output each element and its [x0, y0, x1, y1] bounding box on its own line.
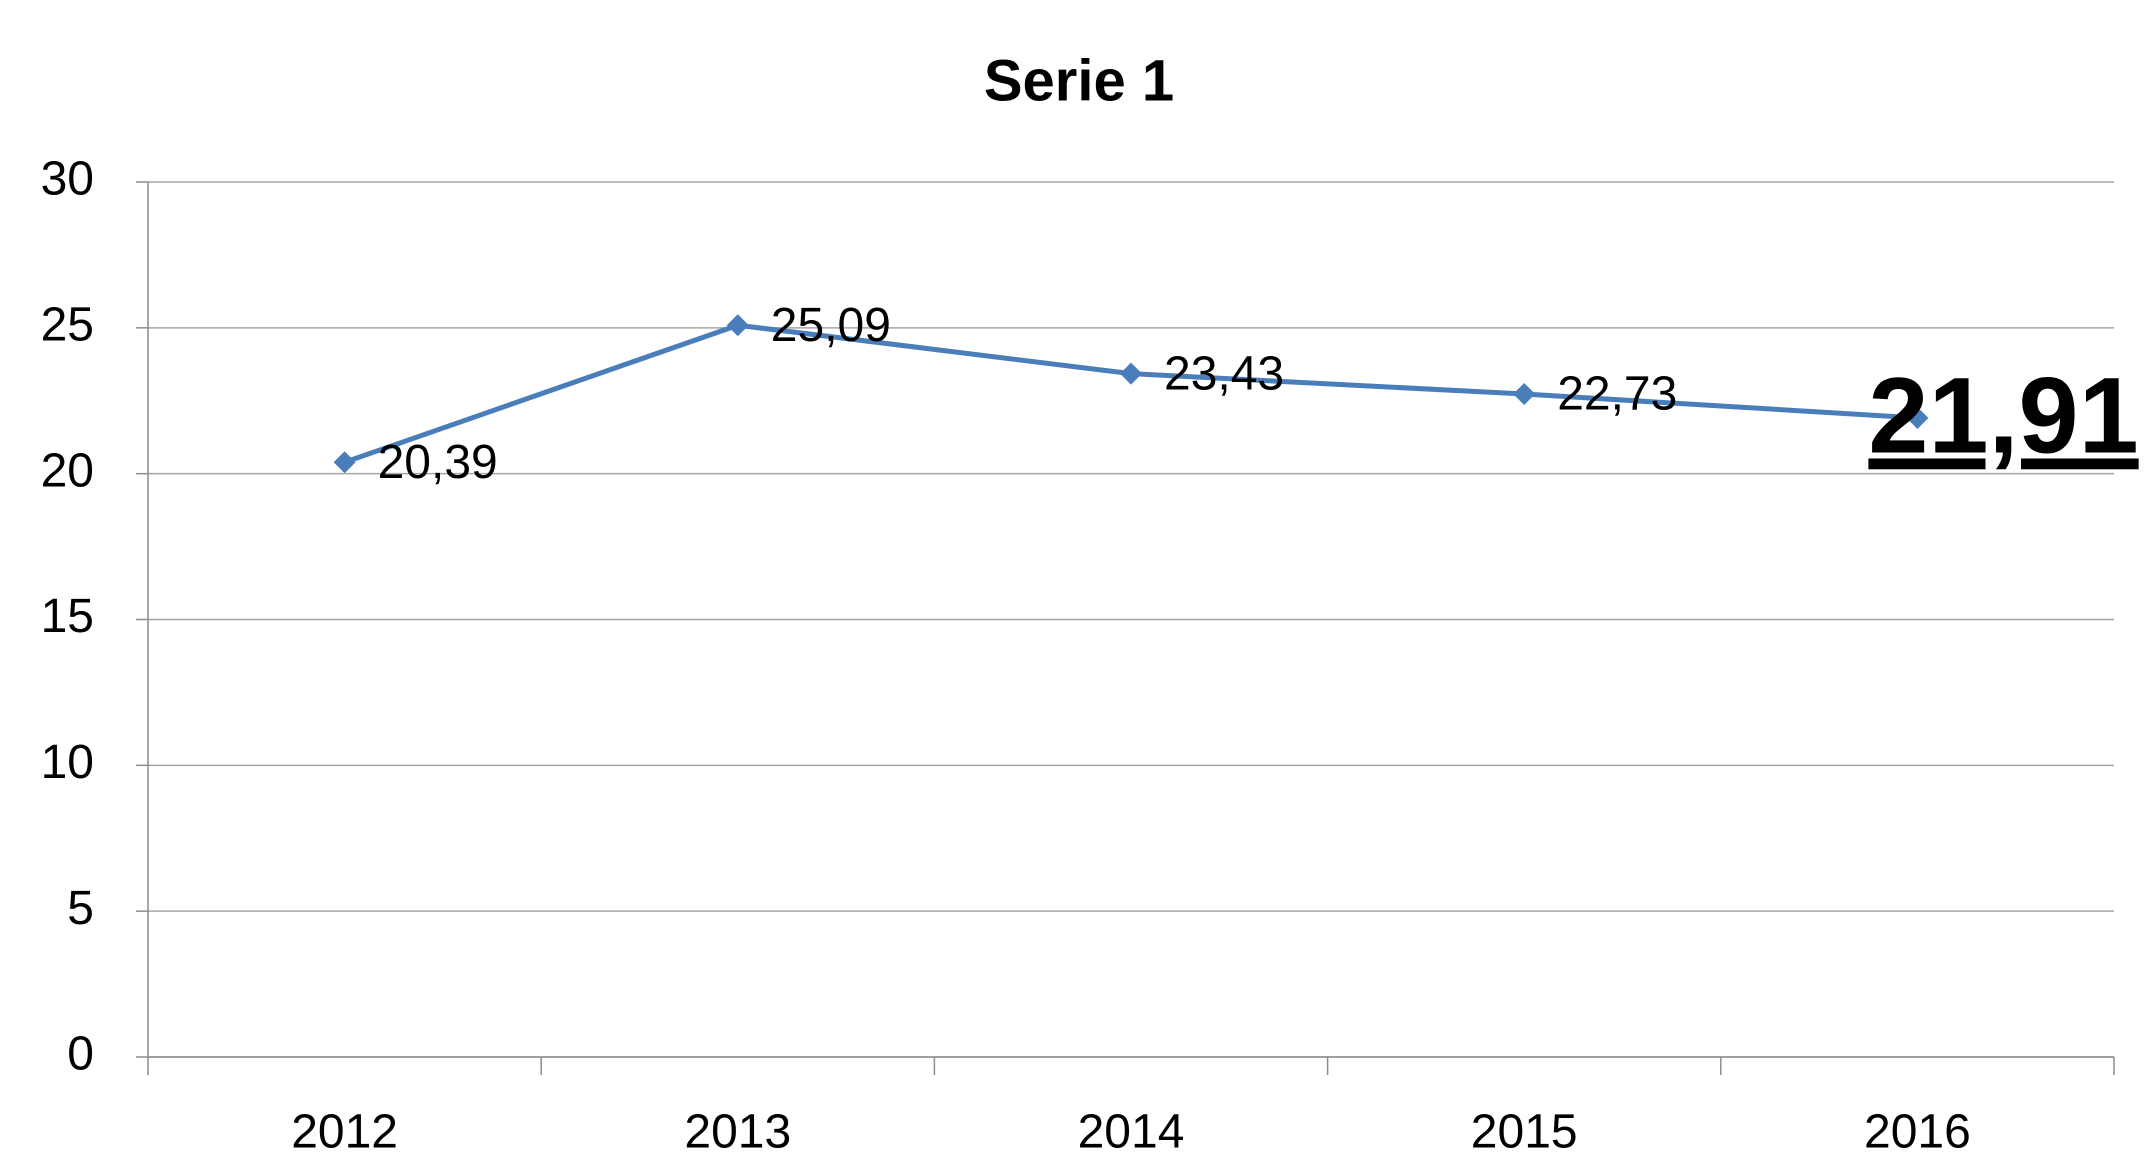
y-tick-label: 10 — [41, 736, 94, 789]
x-tick-label: 2014 — [1078, 1106, 1185, 1153]
data-label: 20,39 — [378, 436, 498, 489]
y-tick-label: 20 — [41, 444, 94, 497]
data-label: 23,43 — [1164, 347, 1284, 400]
data-label: 21,91 — [1868, 354, 2138, 475]
y-tick-label: 30 — [41, 153, 94, 206]
y-tick-label: 15 — [41, 590, 94, 643]
point-marker — [333, 451, 356, 474]
point-marker — [726, 314, 749, 337]
series-line — [343, 322, 1918, 465]
x-tick-label: 2013 — [684, 1106, 791, 1153]
x-tick-label: 2015 — [1471, 1106, 1578, 1153]
point-marker — [1513, 383, 1536, 406]
y-tick-label: 0 — [67, 1028, 94, 1081]
point-marker — [1906, 406, 1929, 429]
point-marker — [1120, 362, 1142, 385]
y-tick-label: 25 — [41, 299, 94, 352]
x-tick-label: 2016 — [1864, 1106, 1971, 1153]
chart-title: Serie 1 — [984, 48, 1174, 113]
x-tick-label: 2012 — [291, 1106, 398, 1153]
y-tick-label: 5 — [67, 882, 94, 935]
data-label: 22,73 — [1557, 368, 1677, 421]
data-label: 25,09 — [771, 299, 891, 352]
